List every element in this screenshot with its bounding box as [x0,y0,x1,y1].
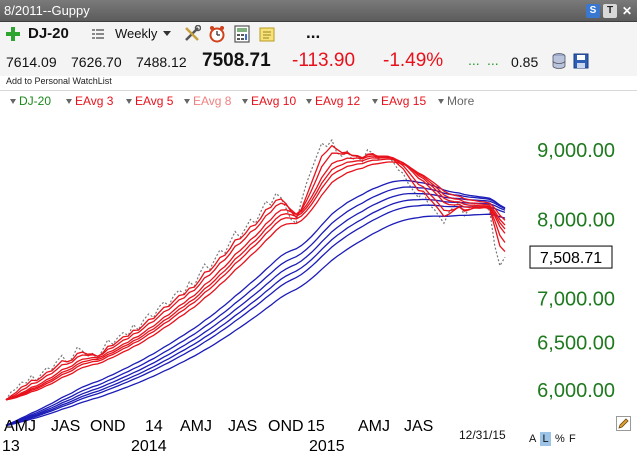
more-tools-button[interactable]: ... [306,23,321,42]
low-value: 7488.12 [136,54,187,70]
list-icon[interactable] [92,28,104,40]
long-average-60-line [5,213,506,427]
eavg-15-line [5,161,506,401]
legend-item[interactable]: EAvg 15 [372,94,426,108]
period-select[interactable]: Weekly [115,26,158,41]
legend-item[interactable]: EAvg 10 [242,94,296,108]
short-term-averages [5,144,506,401]
pencil-icon[interactable] [616,416,631,431]
legend-label: EAvg 15 [381,94,427,108]
indicator-dots: ... [468,52,480,68]
long-average-45-line [5,198,506,427]
long-average-30-line [5,179,506,426]
toolbar: DJ-20 Weekly ... [0,22,637,46]
x-month-label: AMJ [4,418,36,435]
y-tick-label: 6,000.00 [537,380,615,402]
eavg-10-line [5,156,506,401]
legend-item[interactable]: EAvg 8 [184,94,231,108]
scale-percent-button[interactable]: % [555,433,565,445]
x-month-label: OND [90,418,126,435]
last-value-box [529,245,613,269]
x-month-label: JAS [228,418,257,435]
long-average-35-line [5,186,506,426]
legend-label: EAvg 8 [193,94,232,108]
legend-item[interactable]: EAvg 12 [306,94,360,108]
long-term-averages [5,179,506,427]
legend-label: EAvg 12 [315,94,361,108]
chevron-down-icon [438,99,444,104]
price-series-line [5,138,506,401]
legend-label: EAvg 5 [135,94,174,108]
legend-item[interactable]: EAvg 3 [66,94,113,108]
beta-value: 0.85 [511,54,539,70]
x-month-label: OND [268,418,304,435]
x-month-label: 15 [307,418,325,435]
legend-label: More [447,94,475,108]
save-icon[interactable] [573,53,589,69]
plus-icon[interactable] [5,26,21,42]
database-icon[interactable] [552,53,566,69]
last-value-label: 7,508.71 [540,250,602,267]
note-icon[interactable] [258,25,276,43]
chevron-down-icon [184,99,190,104]
alarm-clock-icon[interactable] [208,25,226,43]
x-month-label: JAS [404,418,433,435]
legend-item[interactable]: DJ-20 [10,94,51,108]
scale-fit-button[interactable]: F [569,433,576,445]
price-layer [5,138,506,401]
quote-bar: 7614.09 7626.70 7488.12 7508.71 -113.90 … [0,46,637,76]
current-date: 12/31/15 [459,428,506,442]
symbol-name[interactable]: DJ-20 [28,25,69,42]
chevron-down-icon [10,99,16,104]
x-month-label: AMJ [358,418,390,435]
price-chart[interactable]: 9,000.00 8,000.00 7,000.00 6,500.00 6,000.00… [0,110,637,458]
y-tick-label: 8,000.00 [537,210,615,232]
y-tick-label: 7,000.00 [537,289,615,311]
chevron-down-icon [66,99,72,104]
eavg-5-line [5,152,506,401]
legend-label: EAvg 3 [75,94,114,108]
window-title-bar: 8/2011--Guppy S T ✕ [0,0,637,22]
long-average-40-line [5,192,506,427]
calculator-icon[interactable] [233,25,251,43]
legend-label: EAvg 10 [251,94,297,108]
long-average-50-line [5,204,506,427]
legend-item[interactable]: More [438,94,474,108]
scale-log-button[interactable]: L [540,432,551,446]
x-year-label: 13 [2,438,20,455]
chevron-down-icon [306,99,312,104]
price-change-percent: -1.49% [383,50,444,71]
x-year-label: 2014 [131,438,167,455]
window-close-button[interactable]: ✕ [621,4,633,18]
indicator-legend: DJ-20 EAvg 3 EAvg 5 EAvg 8 EAvg 10 EAvg … [0,90,637,110]
tools-icon[interactable] [183,25,201,43]
open-value: 7614.09 [6,54,57,70]
chevron-down-icon [372,99,378,104]
chevron-down-icon [242,99,248,104]
window-s-button[interactable]: S [586,4,600,18]
window-title: 8/2011--Guppy [4,3,90,18]
price-change: -113.90 [292,50,356,71]
chevron-down-icon [126,99,132,104]
x-month-label: AMJ [180,418,212,435]
x-month-label: 14 [145,418,163,435]
legend-item[interactable]: EAvg 5 [126,94,173,108]
y-tick-label: 6,500.00 [537,333,615,355]
x-year-label: 2015 [309,438,345,455]
window-t-button[interactable]: T [603,4,617,18]
high-value: 7626.70 [71,54,122,70]
legend-label: DJ-20 [19,94,52,108]
last-price: 7508.71 [202,50,271,71]
chevron-down-icon[interactable] [163,31,171,36]
scale-auto-button[interactable]: A [529,433,537,445]
indicator-dots: ... [487,52,499,68]
eavg-8-line [5,155,506,401]
x-month-label: JAS [51,418,80,435]
price-axis: 9,000.00 8,000.00 7,000.00 6,500.00 6,000.00… [529,140,615,402]
y-tick-label: 9,000.00 [537,140,615,162]
eavg-12-line [5,158,506,401]
add-to-watchlist-link[interactable]: Add to Personal WatchList [6,76,112,86]
eavg-3-line [5,144,506,401]
